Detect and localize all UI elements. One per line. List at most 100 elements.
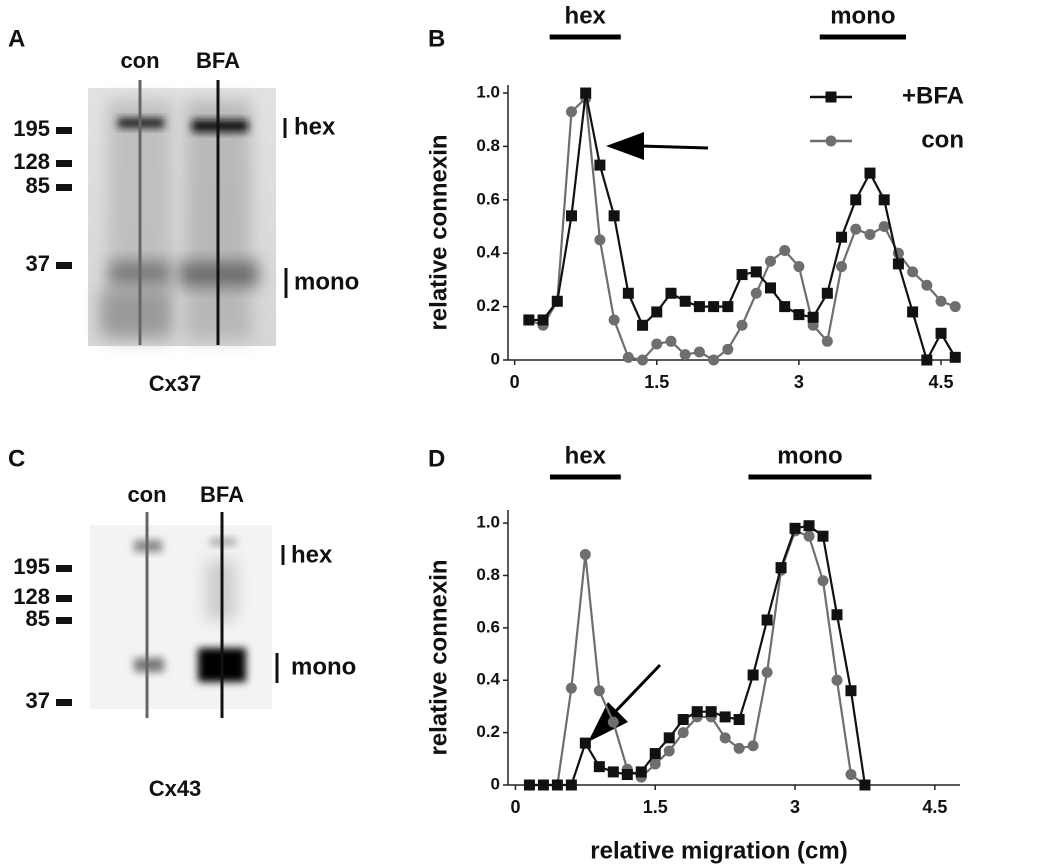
data-point	[565, 210, 577, 222]
marker-label: 37	[26, 251, 50, 276]
y-axis-label: relative connexin	[425, 134, 452, 330]
data-point	[793, 309, 805, 321]
data-point	[850, 194, 862, 206]
data-point	[719, 711, 731, 723]
data-point	[764, 282, 776, 294]
legend-label: con	[921, 126, 964, 153]
data-point	[551, 295, 563, 307]
blot-name: Cx43	[149, 776, 202, 801]
data-point	[637, 319, 649, 331]
x-tick-label: 0	[510, 372, 520, 392]
region-label: mono	[777, 442, 842, 469]
data-point	[817, 530, 829, 542]
region-label: hex	[565, 442, 607, 469]
panel-letter: B	[428, 25, 445, 52]
marker-label: 195	[13, 116, 50, 141]
data-point	[621, 769, 633, 781]
data-point	[779, 301, 791, 313]
y-tick-label: 0.6	[476, 617, 500, 636]
series-line	[529, 529, 866, 787]
data-point	[637, 354, 649, 366]
x-tick-label: 1.5	[643, 797, 668, 817]
data-point	[764, 255, 776, 267]
y-tick-label: 0	[491, 774, 500, 793]
blot-image	[88, 80, 288, 346]
data-point	[677, 714, 689, 726]
data-point	[622, 287, 634, 299]
data-point	[565, 106, 577, 118]
legend-label: +BFA	[902, 82, 964, 109]
y-tick-label: 0.2	[476, 722, 500, 741]
data-point	[691, 706, 703, 718]
data-point	[651, 338, 663, 350]
data-point	[793, 261, 805, 273]
data-point	[649, 748, 661, 760]
data-point	[836, 231, 848, 243]
y-tick-label: 0	[491, 349, 500, 368]
band-label: mono	[291, 653, 356, 680]
data-point	[836, 261, 848, 273]
data-point	[779, 245, 791, 257]
y-tick-label: 0.2	[476, 296, 500, 315]
data-point	[649, 758, 661, 770]
band-label: hex	[294, 113, 336, 140]
y-tick-label: 0.8	[476, 565, 500, 584]
lane-label: con	[127, 482, 166, 507]
data-point	[736, 269, 748, 281]
data-point	[949, 351, 961, 363]
data-point	[921, 354, 933, 366]
data-point	[864, 167, 876, 179]
data-point	[607, 716, 619, 728]
data-point	[736, 319, 748, 331]
data-point	[579, 737, 591, 749]
marker-label: 195	[13, 554, 50, 579]
data-point	[907, 266, 919, 278]
legend-marker	[825, 135, 837, 147]
data-point	[864, 229, 876, 241]
data-point	[608, 314, 620, 326]
data-point	[845, 685, 857, 697]
data-point	[831, 609, 843, 621]
lane-label: con	[120, 48, 159, 73]
data-point	[593, 761, 605, 773]
lane-label: BFA	[200, 482, 244, 507]
blot-name: Cx37	[149, 371, 202, 396]
data-point	[747, 669, 759, 681]
panel-letter: D	[428, 445, 445, 472]
y-axis-label: relative connexin	[425, 559, 452, 755]
data-point	[821, 335, 833, 347]
data-point	[935, 327, 947, 339]
data-point	[677, 727, 689, 739]
data-point	[594, 159, 606, 171]
band-label: mono	[294, 268, 359, 295]
marker-label: 85	[26, 606, 50, 631]
arrow	[606, 132, 709, 160]
data-point	[607, 766, 619, 778]
data-point	[935, 295, 947, 307]
data-point	[565, 682, 577, 694]
x-tick-label: 1.5	[644, 372, 669, 392]
data-point	[565, 779, 577, 791]
band-label: hex	[291, 541, 333, 568]
panel-letter: A	[8, 25, 25, 52]
data-point	[594, 234, 606, 246]
blot-image	[90, 512, 285, 718]
data-point	[651, 306, 663, 318]
data-point	[719, 732, 731, 744]
data-point	[593, 685, 605, 697]
legend-marker	[825, 91, 837, 103]
marker-tick	[56, 699, 72, 706]
y-tick-label: 0.4	[476, 670, 500, 689]
series-line	[529, 524, 867, 787]
x-tick-label: 0	[510, 797, 520, 817]
x-tick-label: 3	[790, 797, 800, 817]
lane-label: BFA	[196, 48, 240, 73]
marker-label: 37	[26, 688, 50, 713]
data-point	[693, 346, 705, 358]
data-point	[679, 295, 691, 307]
data-point	[665, 335, 677, 347]
data-point	[850, 223, 862, 235]
marker-tick	[56, 160, 72, 167]
data-point	[761, 666, 773, 678]
data-point	[523, 314, 535, 326]
